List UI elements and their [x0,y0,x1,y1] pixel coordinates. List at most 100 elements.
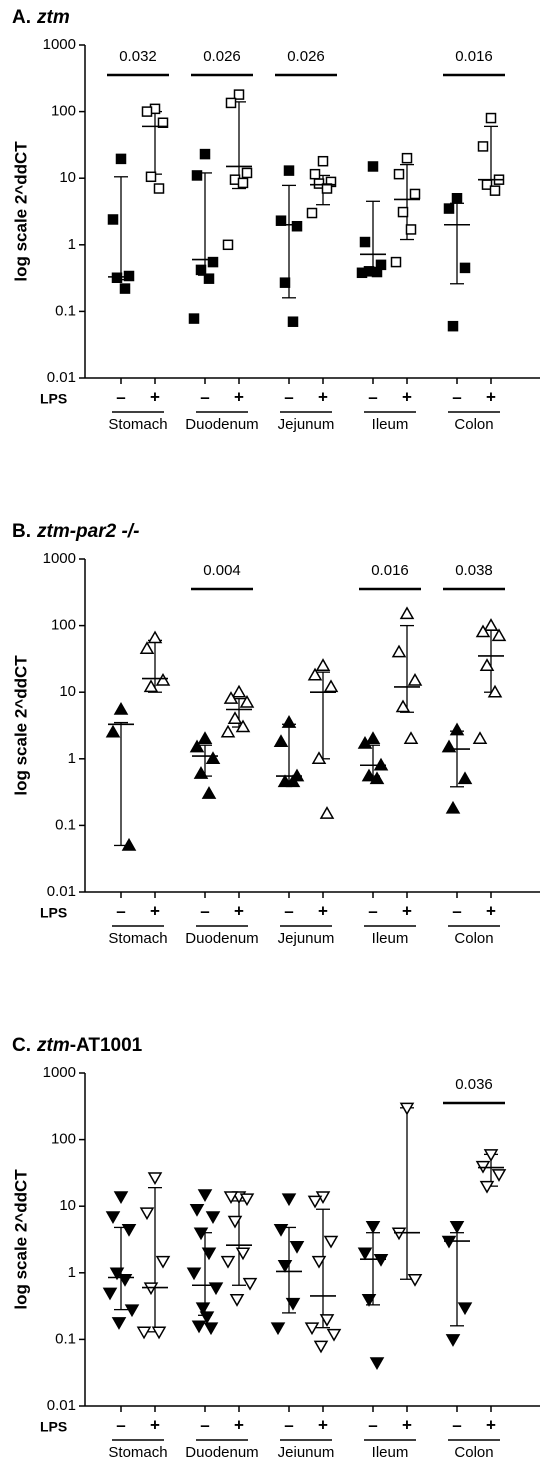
point [477,141,489,152]
point [201,786,217,799]
group-sign: + [234,387,244,406]
point [193,766,209,779]
group-sign: + [486,901,496,920]
point [457,1302,473,1316]
y-tick-label: 100 [51,617,76,634]
point [395,699,411,713]
point [304,1322,320,1336]
point [306,207,318,219]
point [147,1172,163,1185]
point [139,1207,155,1221]
point [225,97,237,109]
point [193,1227,209,1241]
y-axis-label: log scale 2^ddCT [11,141,30,282]
panel-title: C. ztm-AT1001 [12,1035,143,1056]
p-value: 0.038 [455,562,493,579]
point [326,1328,342,1342]
category-label: Stomach [108,930,167,947]
point [289,1241,305,1254]
point [309,168,321,180]
point [157,117,169,129]
category-label: Colon [454,930,493,947]
point [391,644,407,658]
point [195,1302,211,1316]
point [393,168,405,180]
group-sign: + [150,387,160,406]
category-label: Colon [454,416,493,433]
group-sign: + [402,1415,412,1434]
point [197,1189,213,1202]
point [123,270,135,282]
group-sign: – [116,1415,125,1434]
point [323,1235,339,1249]
point [317,155,329,167]
point [277,1259,293,1273]
point [407,1274,423,1287]
point [241,167,253,179]
title-part: C. [12,1035,31,1056]
point [203,273,215,284]
point [409,188,421,200]
group-sign: + [150,1415,160,1434]
point [270,1322,286,1336]
group-sign: – [452,387,461,406]
point [447,320,459,332]
point [139,641,155,654]
point [403,731,419,745]
y-tick-label: 10 [59,169,76,186]
point [143,679,159,693]
group-sign: + [486,1415,496,1434]
point [285,774,301,788]
group-sign: – [116,387,125,406]
title-part: ztm [36,1035,70,1056]
title-part: ztm [36,7,70,28]
y-tick-label: 0.01 [47,1397,76,1414]
category-label: Jejunum [278,930,335,947]
point [359,236,371,248]
group-sign: – [200,387,209,406]
group-sign: – [452,901,461,920]
point [491,628,507,642]
point [361,768,377,782]
category-label: Stomach [108,1444,167,1457]
y-tick-label: 100 [51,103,76,120]
p-value: 0.016 [371,562,409,579]
point [105,1211,121,1225]
group-label: LPS [40,1419,67,1435]
point [199,148,211,160]
point [195,264,207,276]
point [281,715,297,728]
title-part: A. [12,7,31,28]
point [449,722,465,736]
point [287,316,299,327]
point [369,1357,385,1371]
y-tick-label: 100 [51,1131,76,1148]
point [231,684,247,698]
point [121,1224,137,1237]
group-sign: + [318,901,328,920]
point [141,106,153,117]
point [199,1311,215,1325]
point [485,112,497,124]
point [457,771,473,785]
point [315,658,331,671]
point [111,1317,127,1330]
group-sign: + [234,1415,244,1434]
group-sign: + [150,901,160,920]
point [279,277,291,288]
y-tick-label: 1000 [43,36,76,53]
category-label: Ileum [372,1444,409,1457]
point [479,658,495,671]
point [239,695,255,708]
panel-title: A. ztm [12,7,70,28]
category-label: Duodenum [185,1444,258,1457]
group-sign: – [452,1415,461,1434]
point [197,731,213,745]
point [151,1326,167,1340]
point [407,672,423,686]
point [357,1247,373,1261]
point [223,1191,239,1204]
p-value: 0.036 [455,1076,493,1093]
point [235,719,251,733]
point [399,606,415,620]
